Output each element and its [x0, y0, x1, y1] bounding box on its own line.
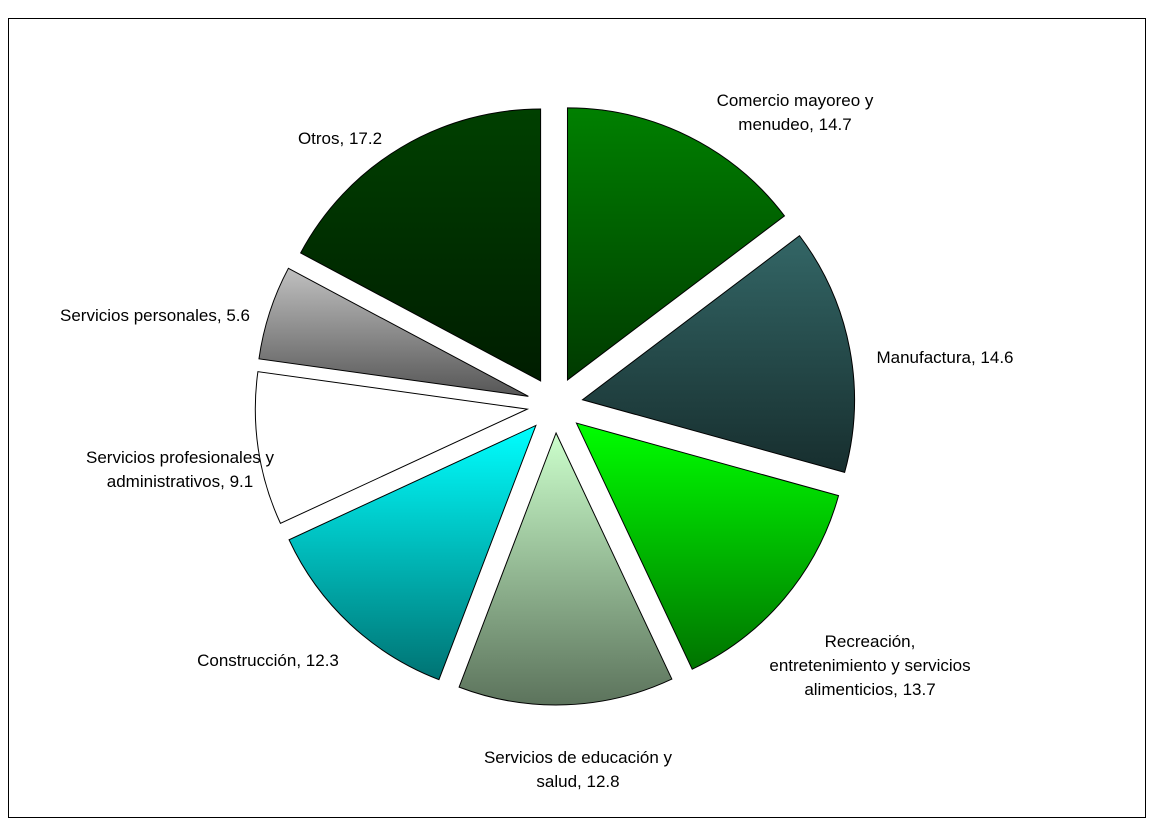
- category-name: Servicios de educación y salud: [483, 748, 673, 791]
- category-name: Servicios personales: [60, 306, 217, 325]
- value-label: 14.7: [818, 115, 852, 134]
- category-name: Servicios profesionales y administrativo…: [85, 448, 275, 491]
- category-name: Comercio mayoreo y menudeo: [716, 91, 874, 134]
- slice-label: Otros, 17.2: [297, 129, 383, 148]
- value-label: 13.7: [902, 680, 936, 699]
- category-name: Construcción: [197, 651, 297, 670]
- pie-slice: [566, 107, 786, 381]
- pie-slice: [299, 108, 542, 382]
- value-label: 12.3: [305, 651, 339, 670]
- pie-slice: [458, 431, 673, 706]
- category-name: Recreación, entretenimiento y servicios …: [769, 632, 971, 699]
- value-label: 12.8: [586, 772, 620, 791]
- pie-slice: [288, 424, 537, 681]
- value-label: 9.1: [229, 472, 254, 491]
- slice-label: Servicios profesionales y administrativo…: [85, 448, 275, 491]
- slice-label: Manufactura, 14.6: [876, 348, 1014, 367]
- value-label: 5.6: [226, 306, 250, 325]
- slice-label: Comercio mayoreo y menudeo, 14.7: [716, 91, 874, 134]
- pie-slice: [254, 371, 530, 525]
- slice-label: Construcción, 12.3: [197, 651, 339, 670]
- pie-slice: [575, 422, 840, 670]
- slice-label: Servicios personales, 5.6: [60, 306, 250, 325]
- value-label: 17.2: [348, 129, 383, 148]
- category-name: Otros: [297, 129, 340, 148]
- category-name: Manufactura: [876, 348, 971, 367]
- value-label: 14.6: [980, 348, 1014, 367]
- slice-label: Recreación, entretenimiento y servicios …: [769, 632, 971, 699]
- pie-slice: [581, 235, 855, 473]
- pie-slice: [258, 267, 529, 397]
- slice-label: Servicios de educación y salud, 12.8: [483, 748, 673, 791]
